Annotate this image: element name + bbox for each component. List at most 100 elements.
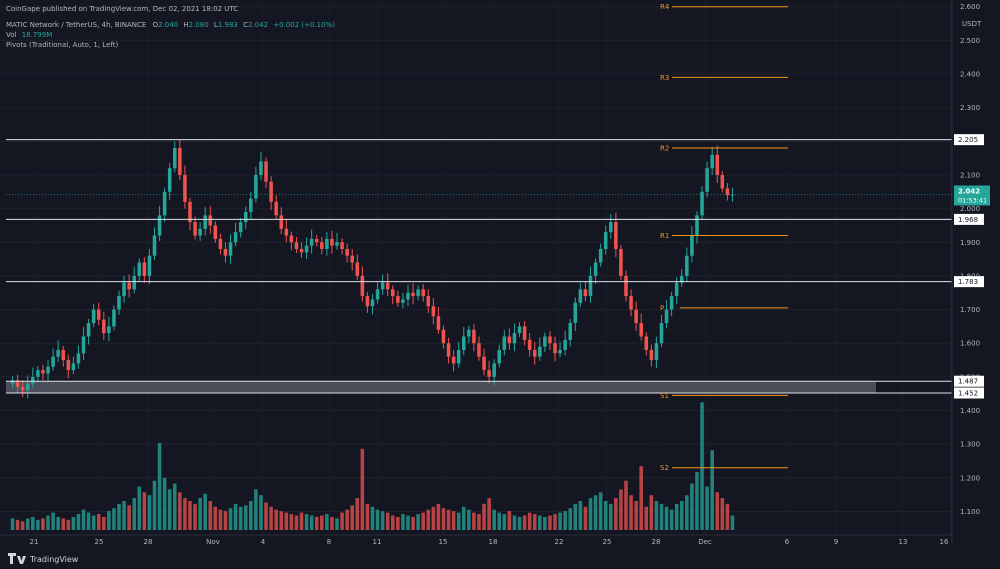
pivot-label: P xyxy=(660,304,664,312)
volume-bar xyxy=(385,512,390,530)
volume-bar xyxy=(335,518,339,530)
x-tick-label: 13 xyxy=(899,538,908,546)
candle-body xyxy=(350,255,354,263)
vol-label: Vol xyxy=(6,31,17,39)
volume-bar xyxy=(482,503,486,530)
candle-body xyxy=(634,309,638,324)
volume-bar xyxy=(416,514,420,530)
volume-bar xyxy=(117,503,121,530)
candle-body xyxy=(122,282,126,297)
volume-bar xyxy=(86,512,91,530)
volume-bar xyxy=(614,498,618,530)
volume-bar xyxy=(91,515,96,530)
candle-body xyxy=(238,222,243,233)
volume-bar xyxy=(685,495,689,530)
candle-body xyxy=(538,346,542,357)
candle-body xyxy=(385,282,390,290)
volume-bar xyxy=(294,515,299,530)
volume-bar xyxy=(456,512,461,530)
y-tick-label: 2.300 xyxy=(960,104,980,112)
candle-body xyxy=(543,336,547,347)
level-label-box xyxy=(954,375,984,387)
ohlc-open-key: O xyxy=(153,21,159,29)
x-tick-label: 28 xyxy=(144,538,153,546)
y-tick-label: 1.400 xyxy=(960,407,980,415)
candle-body xyxy=(467,329,471,337)
volume-bar xyxy=(421,512,425,530)
candle-body xyxy=(309,238,314,246)
volume-bar xyxy=(46,515,50,530)
volume-bar xyxy=(573,503,578,530)
volume-bar xyxy=(487,498,491,530)
volume-bar xyxy=(284,512,289,530)
ohlc-low-value: 1.983 xyxy=(218,21,238,29)
x-axis-ticks[interactable]: 21 25 28 Nov 4 8 11 15 18 22 25 28 Dec 6 9 13 16 xyxy=(30,538,949,546)
candle-body xyxy=(614,222,618,249)
volume-bar xyxy=(578,501,583,530)
volume-bar xyxy=(330,516,334,530)
candle-body xyxy=(71,363,76,371)
volume-bar xyxy=(695,472,699,530)
y-tick-label: 2.500 xyxy=(960,37,980,45)
ohlc-close-key: C xyxy=(243,21,248,29)
candle-body xyxy=(137,262,142,276)
grid xyxy=(0,6,952,512)
volume-bar xyxy=(51,512,55,530)
candle-body xyxy=(56,349,60,357)
ohlc-open-value: 2.040 xyxy=(158,21,178,29)
pivot-label: R3 xyxy=(660,74,669,82)
candle-body xyxy=(142,262,147,276)
candle-body xyxy=(243,211,248,223)
volume-bar xyxy=(730,515,735,530)
candle-body xyxy=(593,262,598,276)
volume-bar xyxy=(157,443,162,530)
volume-bar xyxy=(71,516,76,530)
volume-bar xyxy=(446,509,451,530)
candle-body xyxy=(193,222,197,236)
candle-body xyxy=(416,289,420,297)
candle-body xyxy=(325,238,329,249)
volume-bar xyxy=(401,514,405,530)
candle-body xyxy=(76,353,81,364)
x-tick-label: 8 xyxy=(327,538,331,546)
volume-bar xyxy=(264,502,268,530)
volume-bar xyxy=(107,511,111,530)
volume-legend: Vol 18.799M xyxy=(6,31,52,39)
candle-body xyxy=(568,323,573,340)
volume-bar xyxy=(406,515,410,530)
candle-body xyxy=(31,376,35,384)
candle-body xyxy=(426,296,431,307)
candle-body xyxy=(330,238,334,246)
volume-bar xyxy=(370,506,375,530)
candle-body xyxy=(91,309,96,324)
candle-body xyxy=(61,349,66,361)
pivot-label: S1 xyxy=(660,392,669,400)
candle-body xyxy=(218,238,223,249)
volume-bar xyxy=(725,503,730,530)
volume-bar xyxy=(223,511,228,530)
candle-body xyxy=(20,386,25,391)
volume-bar xyxy=(314,516,319,530)
volume-bar xyxy=(624,480,628,530)
candle-body xyxy=(183,174,187,202)
volume-bar xyxy=(664,506,669,530)
volume-bar xyxy=(659,503,664,530)
volume-bar xyxy=(309,515,314,530)
ohlc-high-key: H xyxy=(183,21,188,29)
volume-bar xyxy=(243,505,248,530)
volume-bar xyxy=(36,519,40,530)
volume-bar xyxy=(208,501,213,530)
y-tick-label: 1.300 xyxy=(960,441,980,449)
volume-bar xyxy=(492,509,496,530)
candle-body xyxy=(629,296,633,310)
price-change: +0.002 (+0.10%) xyxy=(273,21,335,29)
volume-bar xyxy=(669,509,674,530)
x-tick-label: 11 xyxy=(373,538,382,546)
candle-body xyxy=(532,349,537,357)
candle-body xyxy=(172,148,177,169)
volume-bar xyxy=(629,495,633,530)
volume-bar xyxy=(213,506,218,530)
ohlc-close-value: 2.042 xyxy=(248,21,268,29)
